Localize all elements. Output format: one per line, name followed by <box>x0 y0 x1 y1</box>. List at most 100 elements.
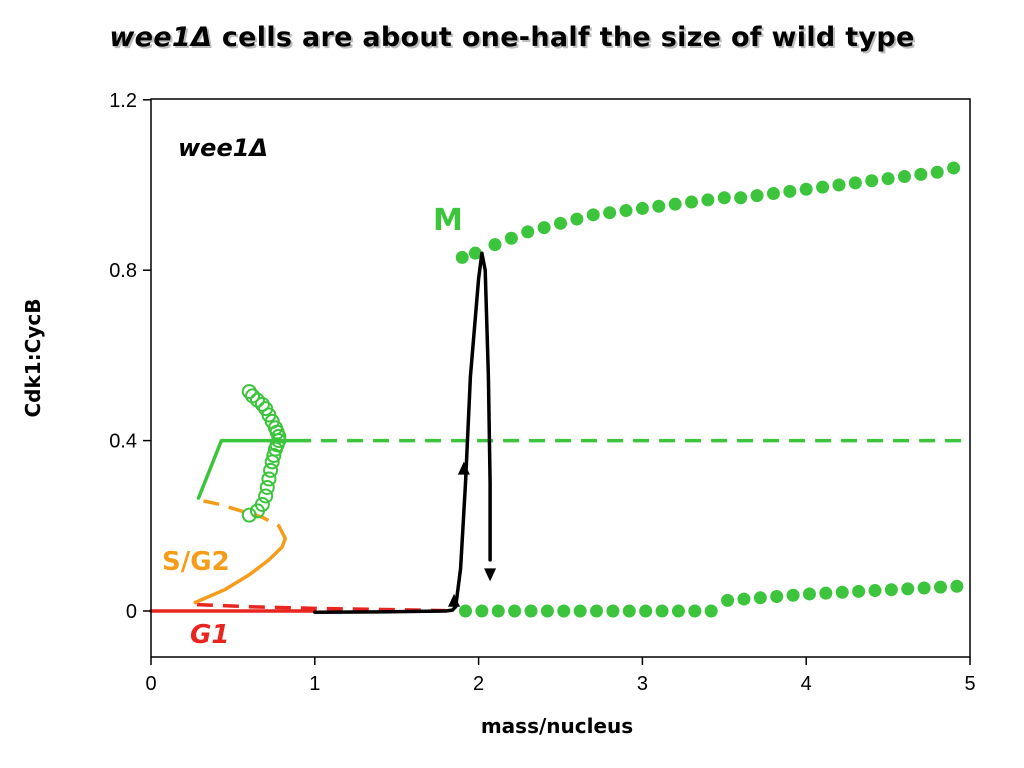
series-g1-8-point-14 <box>688 604 702 618</box>
series-g1-8-point-27 <box>901 582 915 596</box>
series-g1-8-point-15 <box>704 604 718 618</box>
series-m-7-point-1 <box>468 246 482 260</box>
series-g1-8-point-4 <box>524 604 538 618</box>
series-m-7-point-18 <box>750 189 764 203</box>
inset-label: wee1Δ <box>178 134 268 162</box>
series-m-7-point-13 <box>668 197 682 211</box>
slide-title-rest: cells are about one-half the size of wil… <box>212 22 915 53</box>
series-g1-8-point-28 <box>917 581 931 595</box>
series-m-7-point-7 <box>570 212 584 226</box>
series-m-6-point-18 <box>254 396 270 412</box>
series-m-7-point-27 <box>897 169 911 183</box>
plot-frame <box>150 98 971 658</box>
series-m-6-point-20 <box>245 388 261 404</box>
series-m-7-point-9 <box>603 206 617 220</box>
series-g1-8-point-13 <box>671 604 685 618</box>
series-g1-8-point-9 <box>606 604 620 618</box>
axis-ticks: 0 1 2 3 4 5 0 0.4 0.8 1.2 <box>109 90 975 695</box>
series-g1-8-point-8 <box>590 604 604 618</box>
series-g1-8-point-6 <box>557 604 571 618</box>
series-m-7-point-15 <box>701 193 715 207</box>
y-tick-label-0: 0 <box>126 601 137 623</box>
series-g1-8-point-19 <box>770 590 784 604</box>
series-m-6-point-19 <box>249 392 265 408</box>
series-m-7-point-12 <box>652 199 666 213</box>
series-m-6-point-6 <box>263 462 279 478</box>
series-m-7-point-20 <box>783 184 797 198</box>
y-tick-label-2: 0.8 <box>109 260 137 282</box>
series-m-4-line <box>196 438 297 500</box>
series-m-6-point-17 <box>258 401 274 417</box>
series-m-6-point-5 <box>261 471 277 487</box>
series-m-7-point-21 <box>799 182 813 196</box>
trajectory-arrow-2 <box>484 568 497 582</box>
series-m-7-point-22 <box>816 180 830 194</box>
series-g1-8-point-12 <box>655 604 669 618</box>
series-g1-8-point-5 <box>540 604 554 618</box>
series-m-7-point-26 <box>881 172 895 186</box>
sg2-label: S/G2 <box>162 547 230 577</box>
series-g1-8-point-10 <box>622 604 636 618</box>
series-g1-8-point-25 <box>868 584 882 598</box>
series-g1-8-point-3 <box>508 604 522 618</box>
series-m-6-point-21 <box>241 384 257 400</box>
g1-label: G1 <box>190 620 229 650</box>
x-tick-label-0: 0 <box>145 673 156 695</box>
series-m-7-point-14 <box>685 195 699 209</box>
x-axis-label: mass/nucleus <box>481 714 633 738</box>
series-g1-8-point-22 <box>819 586 833 600</box>
x-tick-label-1: 1 <box>309 673 320 695</box>
series-m-7-point-29 <box>930 165 944 179</box>
series-m-7-point-3 <box>504 231 518 245</box>
m-label: M <box>433 203 463 238</box>
x-tick-label-4: 4 <box>801 673 812 695</box>
series-m-6-point-8 <box>266 448 282 464</box>
series-g1-8-point-30 <box>950 579 964 593</box>
x-tick-label-2: 2 <box>473 673 484 695</box>
series-g1-8-point-2 <box>491 604 505 618</box>
series-m-6-point-2 <box>254 497 270 512</box>
series-g1-8-point-7 <box>573 604 587 618</box>
series-trajectory-9-line <box>313 251 492 615</box>
chart-marks <box>149 161 970 618</box>
series-m-6-point-0 <box>241 507 257 523</box>
series-m-7-point-28 <box>914 167 928 181</box>
series-g1-8-point-20 <box>786 588 800 602</box>
series-m-7-point-23 <box>832 178 846 192</box>
series-s-g2-2-line <box>193 536 288 605</box>
series-g1-8-point-21 <box>802 587 816 601</box>
series-m-7-point-25 <box>865 174 879 188</box>
series-g1-8-point-1 <box>475 604 489 618</box>
series-m-7-point-16 <box>717 191 731 205</box>
trajectory-arrow-1 <box>457 461 470 475</box>
series-m-7-point-8 <box>586 208 600 222</box>
series-g1-8-point-16 <box>721 593 735 607</box>
trajectory-arrow-0 <box>448 593 461 607</box>
x-tick-label-5: 5 <box>964 673 975 695</box>
series-m-7-point-10 <box>619 204 633 218</box>
series-m-6-point-4 <box>259 479 275 495</box>
series-m-7-point-2 <box>488 238 502 252</box>
series-m-7-point-5 <box>537 221 551 235</box>
series-m-7-point-19 <box>766 187 780 201</box>
y-tick-label-1: 0.4 <box>109 431 137 453</box>
series-g1-8-point-18 <box>753 591 767 605</box>
series-g1-8-point-17 <box>737 592 751 606</box>
x-tick-label-3: 3 <box>637 673 648 695</box>
series-m-7-point-4 <box>521 225 535 239</box>
series-g1-8-point-24 <box>852 584 866 598</box>
series-m-7-point-11 <box>635 201 649 215</box>
y-tick-label-3: 1.2 <box>109 90 137 112</box>
series-g1-8-point-11 <box>639 604 653 618</box>
y-axis-label: Cdk1:CycB <box>21 298 45 417</box>
series-m-7-point-30 <box>947 161 961 175</box>
series-g1-8-point-29 <box>934 580 948 594</box>
slide-title: wee1Δ cells are about one-half the size … <box>0 22 1024 53</box>
series-s-g2-3-line <box>199 498 287 540</box>
series-m-7-point-6 <box>554 216 567 230</box>
series-m-7-point-0 <box>455 250 469 264</box>
series-m-7-point-17 <box>734 191 748 205</box>
series-m-6-point-3 <box>258 488 274 504</box>
series-g1-8-point-0 <box>458 604 472 618</box>
